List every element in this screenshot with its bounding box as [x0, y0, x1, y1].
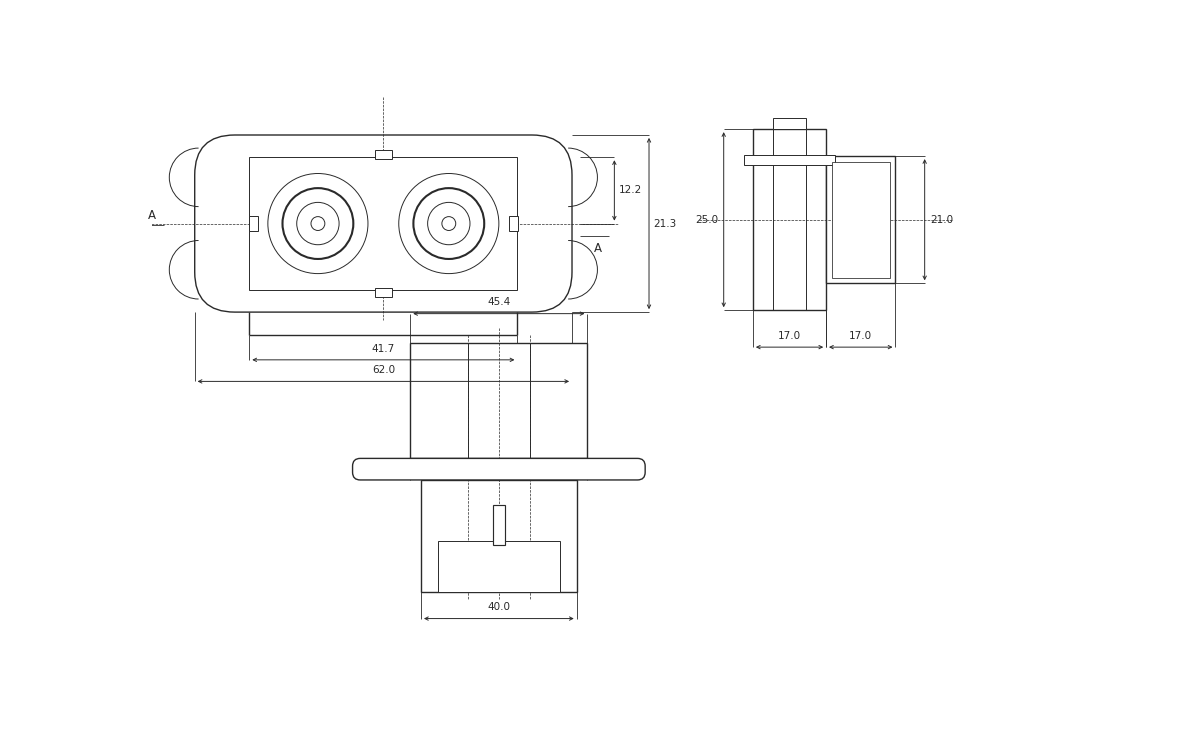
Bar: [753, 130, 826, 310]
Text: 17.0: 17.0: [850, 331, 872, 341]
Text: A: A: [148, 209, 157, 222]
Ellipse shape: [311, 217, 325, 230]
Text: 21.0: 21.0: [930, 215, 954, 225]
Bar: [410, 343, 588, 458]
Bar: [375, 288, 392, 297]
Text: 41.7: 41.7: [372, 343, 396, 354]
Text: 21.3: 21.3: [654, 218, 676, 229]
Text: 62.0: 62.0: [372, 366, 394, 375]
FancyBboxPatch shape: [353, 458, 645, 480]
Bar: [743, 155, 835, 164]
Bar: [250, 158, 517, 290]
Ellipse shape: [428, 202, 470, 245]
Text: 40.0: 40.0: [488, 602, 510, 613]
Bar: [492, 505, 505, 545]
Bar: [375, 149, 392, 159]
Ellipse shape: [442, 217, 455, 230]
Bar: [773, 118, 807, 130]
Ellipse shape: [282, 188, 354, 259]
Text: 17.0: 17.0: [778, 331, 801, 341]
Ellipse shape: [399, 173, 498, 274]
Bar: [826, 156, 895, 283]
FancyBboxPatch shape: [195, 135, 572, 312]
Ellipse shape: [268, 173, 368, 274]
Text: A: A: [594, 242, 601, 255]
Bar: [439, 542, 559, 591]
Ellipse shape: [296, 202, 339, 245]
Bar: [832, 161, 890, 278]
Text: 25.0: 25.0: [695, 215, 718, 225]
Bar: [421, 480, 577, 591]
Ellipse shape: [413, 188, 484, 259]
Text: 12.2: 12.2: [619, 186, 642, 195]
Bar: [249, 216, 258, 231]
Text: 45.4: 45.4: [488, 297, 510, 308]
Bar: [509, 216, 519, 231]
